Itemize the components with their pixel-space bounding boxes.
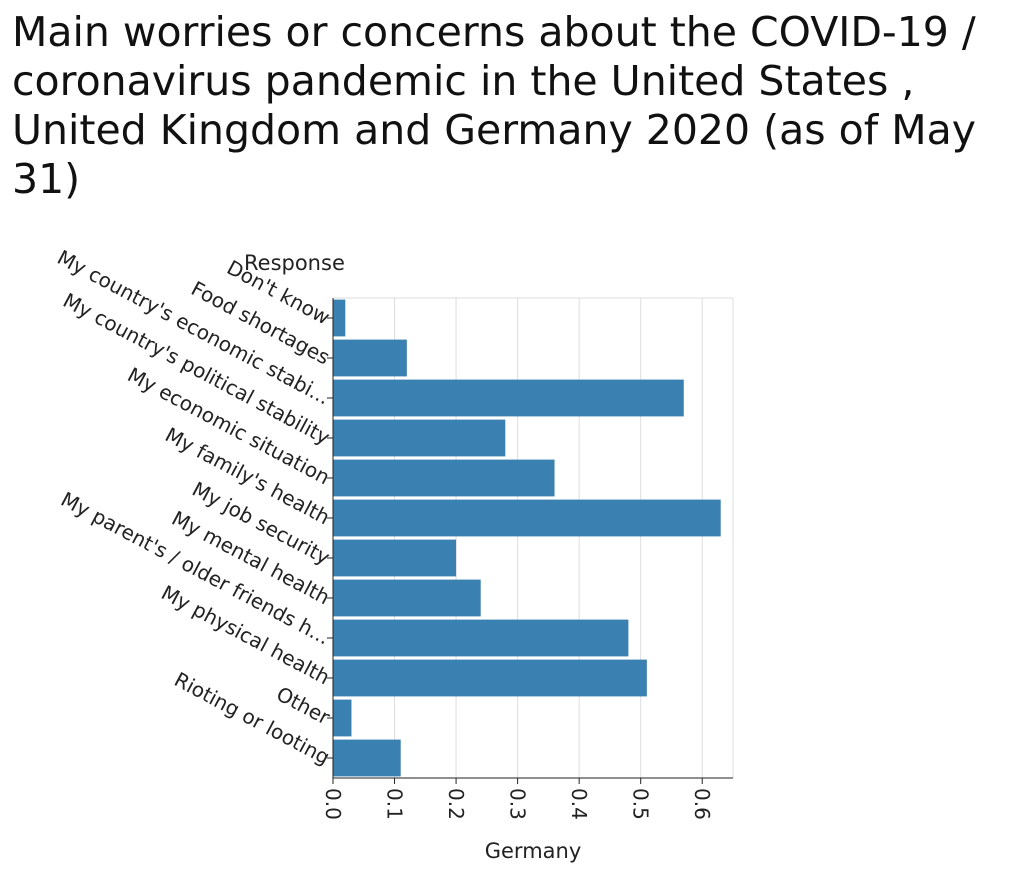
x-tick-label: 0.1	[383, 788, 407, 820]
x-tick-label: 0.4	[567, 788, 591, 820]
bar	[333, 739, 401, 777]
bar-layer	[333, 299, 721, 777]
bar	[333, 539, 457, 577]
x-tick-label: 0.5	[629, 788, 653, 820]
bar	[333, 499, 721, 537]
x-tick-label: 0.6	[690, 788, 714, 820]
bar	[333, 699, 352, 737]
x-axis-label: Germany	[485, 839, 582, 863]
chart-title: Main worries or concerns about the COVID…	[12, 8, 976, 203]
x-tick-label: 0.3	[506, 788, 530, 820]
bar	[333, 419, 506, 457]
bar	[333, 619, 629, 657]
x-tick-label: 0.2	[444, 788, 468, 820]
bar	[333, 339, 407, 377]
bar	[333, 379, 684, 417]
bar	[333, 579, 481, 617]
y-axis-label: Response	[244, 251, 345, 275]
bar	[333, 299, 346, 337]
bar	[333, 459, 555, 497]
x-tick-label: 0.0	[321, 788, 345, 820]
bar	[333, 659, 647, 697]
